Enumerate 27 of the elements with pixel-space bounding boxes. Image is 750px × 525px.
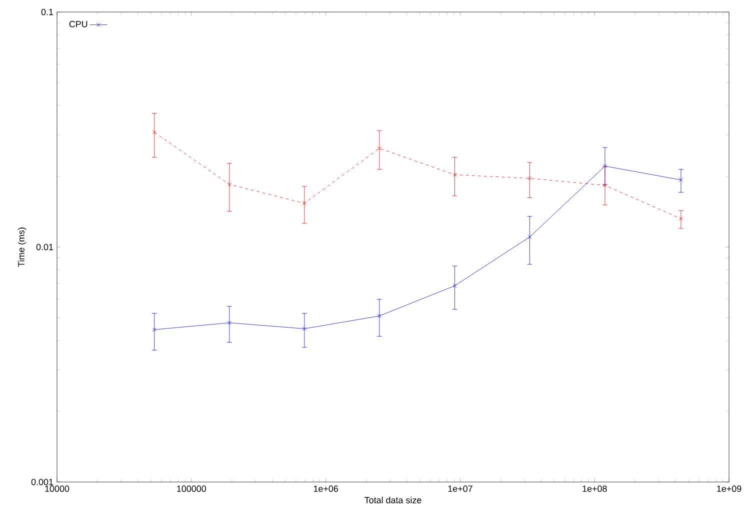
x-tick-label: 1e+09 bbox=[717, 486, 742, 492]
point bbox=[528, 235, 532, 239]
point bbox=[603, 183, 607, 188]
point bbox=[302, 201, 306, 206]
y-axis-title: Time (ms) bbox=[18, 228, 26, 267]
x-axis-title: Total data size bbox=[364, 496, 422, 504]
point bbox=[227, 320, 232, 325]
point bbox=[152, 328, 156, 332]
point bbox=[377, 146, 382, 150]
y-tick-label: 0.001 bbox=[31, 478, 54, 486]
point bbox=[679, 216, 683, 221]
x-tick-label: 1e+06 bbox=[314, 486, 338, 492]
point bbox=[528, 176, 532, 180]
x-tick-label: 100000 bbox=[177, 486, 206, 492]
point bbox=[679, 178, 683, 182]
x-tick-label: 10000 bbox=[45, 486, 70, 492]
point bbox=[227, 182, 232, 186]
x-tick-label: 1e+08 bbox=[582, 486, 607, 492]
legend-label: CPU bbox=[69, 20, 88, 28]
y-tick-label: 0.1 bbox=[41, 8, 54, 16]
point bbox=[302, 326, 306, 331]
x-tick-label: 1e+07 bbox=[448, 486, 472, 492]
point bbox=[377, 314, 382, 318]
point bbox=[452, 172, 457, 177]
point bbox=[452, 284, 457, 288]
y-tick-label: 0.01 bbox=[36, 244, 54, 250]
point bbox=[152, 130, 156, 134]
